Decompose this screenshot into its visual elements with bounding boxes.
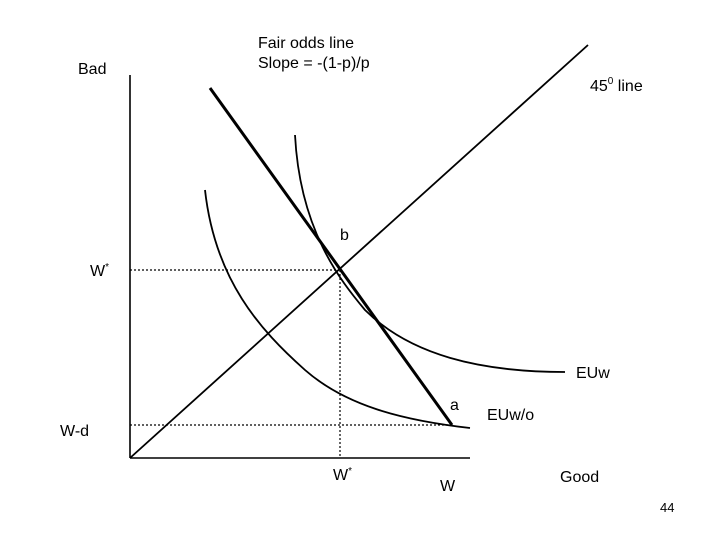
x-tick-w: W: [440, 478, 456, 495]
degree-superscript: 0: [608, 76, 614, 87]
y-tick-wstar-mark: *: [105, 262, 109, 273]
y-tick-wd: W-d: [60, 423, 89, 440]
x-axis-label: Good: [560, 469, 599, 486]
y-tick-wstar: W*: [90, 262, 109, 280]
point-a-label: a: [450, 397, 459, 414]
x-tick-wstar: W*: [333, 466, 352, 484]
fair-odds-line-label: Fair odds line: [258, 35, 354, 52]
curve-euw-label: EUw: [576, 365, 610, 382]
indifference-curve-euw: [294, 134, 566, 373]
line-45-number: 45: [590, 78, 608, 95]
curve-euwo-label: EUw/o: [487, 407, 534, 424]
page-number: 44: [660, 500, 674, 515]
line-45-degree: [129, 44, 589, 459]
line-45-text: line: [613, 78, 642, 95]
x-tick-wstar-mark: *: [348, 466, 352, 477]
fair-odds-slope-label: Slope = -(1-p)/p: [258, 55, 370, 72]
y-axis-label: Bad: [78, 61, 106, 78]
point-b-label: b: [340, 227, 349, 244]
indifference-curve-euwo: [204, 189, 471, 429]
x-tick-wstar-letter: W: [333, 467, 349, 484]
y-tick-wstar-letter: W: [90, 263, 106, 280]
line-45-label: 450 line: [590, 76, 643, 95]
fair-odds-line: [208, 87, 454, 426]
